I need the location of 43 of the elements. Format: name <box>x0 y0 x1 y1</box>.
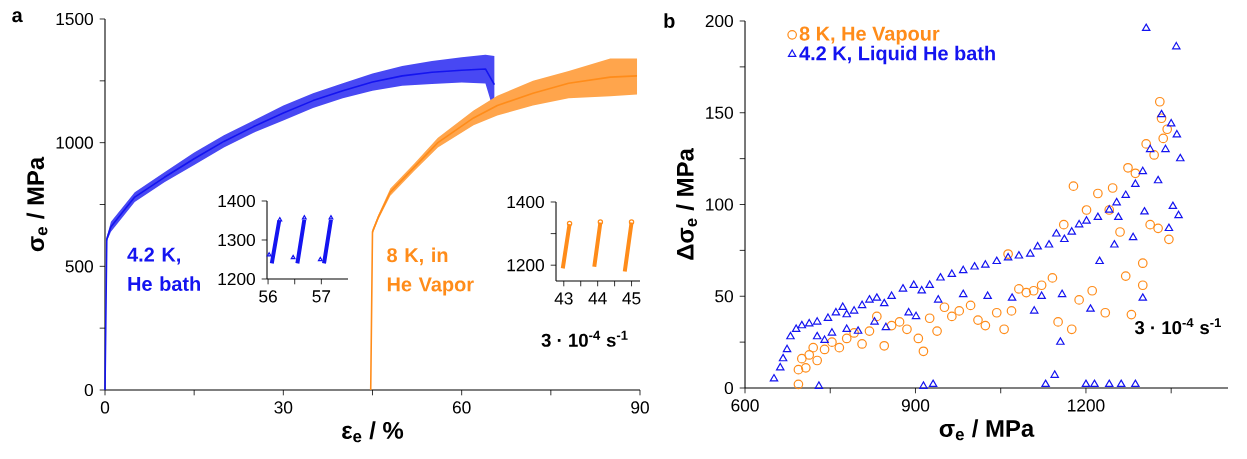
point <box>290 254 296 260</box>
legend-label: 8 K, He Vapour <box>799 26 940 45</box>
x-tick-label: 1200 <box>1068 399 1105 412</box>
series-label: 8 K, in He Vapor <box>387 247 474 296</box>
y-tick-label: 1500 <box>56 12 93 26</box>
x-tick-label: 56 <box>259 290 277 303</box>
x-tick-label: 0 <box>100 401 110 414</box>
point <box>328 215 334 220</box>
y-tick-label: 100 <box>706 198 733 211</box>
y-tick-label: 200 <box>705 14 733 28</box>
point <box>277 216 283 222</box>
annotation: 3 · 10$^{-4}$ s$^{-1}$ <box>541 330 628 347</box>
point <box>301 215 307 220</box>
x-tick-label: 57 <box>312 290 331 303</box>
y-tick-label: 0 <box>84 383 93 397</box>
y-tick-label: 1400 <box>507 195 544 209</box>
x-tick-label: 900 <box>901 399 930 412</box>
chart-title: b <box>664 13 675 28</box>
x-tick-label: 43 <box>554 292 573 305</box>
y-tick-label: 50 <box>715 290 733 303</box>
annotation: 3 · 10$^{-4}$ s$^{-1}$ <box>1134 318 1221 335</box>
x-tick-label: 60 <box>452 401 471 414</box>
y-tick-label: 1000 <box>56 136 93 149</box>
x-tick-label: 90 <box>631 401 649 414</box>
x-axis-title: ε$_{e}$ / % <box>342 421 404 443</box>
chart-title: a <box>12 11 23 23</box>
y-tick-label: 0 <box>724 381 734 395</box>
y-axis-title: σ$_{e}$ / MPa <box>26 156 48 252</box>
y-tick-label: 1300 <box>218 233 255 247</box>
x-tick-label: 30 <box>274 401 293 414</box>
y-axis-title: Δσ$_{e}$ / MPa <box>676 148 698 260</box>
x-tick-label: 45 <box>622 292 641 305</box>
y-tick-label: 150 <box>706 106 733 119</box>
y-tick-label: 1400 <box>218 194 255 208</box>
series-label: 4.2 K, He bath <box>127 247 200 291</box>
point <box>266 252 272 257</box>
point <box>317 256 323 262</box>
x-tick-label: 600 <box>731 399 759 412</box>
y-tick-label: 1200 <box>218 272 255 286</box>
y-tick-label: 500 <box>65 260 93 273</box>
x-axis-title: σ$_{e}$ / MPa <box>939 419 1035 441</box>
x-tick-label: 44 <box>588 292 607 305</box>
legend-label: 4.2 K, Liquid He bath <box>799 45 995 65</box>
